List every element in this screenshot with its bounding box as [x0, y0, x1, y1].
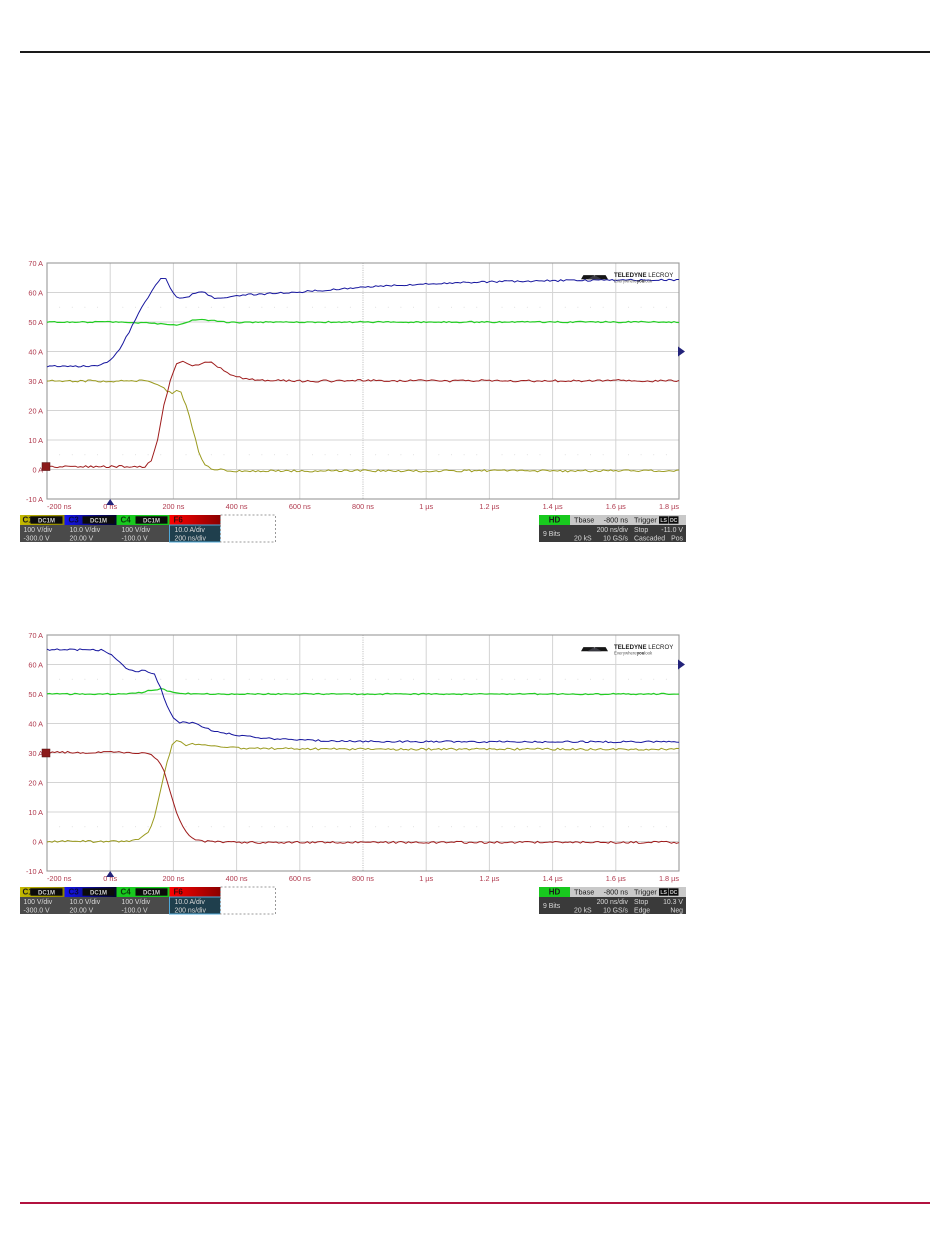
svg-text:20.00 V: 20.00 V — [70, 908, 94, 915]
svg-text:Cascaded: Cascaded — [634, 536, 665, 543]
svg-text:400 ns: 400 ns — [226, 874, 248, 883]
svg-text:20 A: 20 A — [28, 779, 43, 788]
svg-text:Everywhereyoulook: Everywhereyoulook — [614, 279, 653, 284]
svg-text:200 ns/div: 200 ns/div — [175, 908, 207, 915]
svg-text:-800 ns: -800 ns — [604, 888, 629, 897]
svg-text:400 ns: 400 ns — [226, 502, 248, 511]
svg-text:C3: C3 — [69, 516, 80, 525]
svg-text:-11.0 V: -11.0 V — [661, 527, 683, 534]
svg-text:30 A: 30 A — [28, 749, 43, 758]
svg-text:HD: HD — [549, 888, 561, 897]
svg-text:20 A: 20 A — [28, 407, 43, 416]
svg-text:10 GS/s: 10 GS/s — [603, 908, 628, 915]
svg-text:20 kS: 20 kS — [574, 536, 592, 543]
svg-text:200 ns/div: 200 ns/div — [175, 536, 207, 543]
svg-text:DC1M: DC1M — [143, 518, 160, 524]
svg-text:60 A: 60 A — [28, 289, 43, 298]
svg-text:30 A: 30 A — [28, 377, 43, 386]
svg-text:Neg: Neg — [670, 908, 683, 915]
svg-text:200 ns/div: 200 ns/div — [597, 527, 629, 534]
svg-text:200 ns: 200 ns — [162, 502, 184, 511]
svg-text:Pos: Pos — [671, 536, 683, 543]
svg-text:9 Bits: 9 Bits — [543, 903, 561, 910]
svg-text:800 ns: 800 ns — [352, 874, 374, 883]
svg-text:-100.0 V: -100.0 V — [122, 908, 148, 915]
svg-text:Tbase: Tbase — [574, 516, 594, 525]
svg-text:10.0 A/div: 10.0 A/div — [175, 527, 206, 534]
svg-text:200 ns: 200 ns — [162, 874, 184, 883]
svg-text:LS: LS — [660, 518, 667, 524]
svg-text:1.2 µs: 1.2 µs — [479, 874, 499, 883]
svg-text:Trigger: Trigger — [634, 888, 657, 897]
svg-text:50 A: 50 A — [28, 318, 43, 327]
svg-text:1.6 µs: 1.6 µs — [606, 874, 626, 883]
svg-text:600 ns: 600 ns — [289, 874, 311, 883]
svg-text:-800 ns: -800 ns — [604, 516, 629, 525]
svg-text:100 V/div: 100 V/div — [122, 527, 151, 534]
svg-text:200 ns/div: 200 ns/div — [597, 899, 629, 906]
svg-text:DC1M: DC1M — [90, 890, 107, 896]
svg-text:600 ns: 600 ns — [289, 502, 311, 511]
svg-text:-300.0 V: -300.0 V — [24, 908, 50, 915]
svg-text:100 V/div: 100 V/div — [24, 527, 53, 534]
svg-text:1.4 µs: 1.4 µs — [543, 502, 563, 511]
svg-text:Stop: Stop — [634, 527, 648, 534]
svg-text:F6: F6 — [174, 516, 184, 525]
svg-text:DC1M: DC1M — [143, 890, 160, 896]
svg-text:0 A: 0 A — [32, 838, 43, 847]
svg-text:100 V/div: 100 V/div — [24, 899, 53, 906]
svg-text:10.3 V: 10.3 V — [663, 899, 683, 906]
svg-text:20 kS: 20 kS — [574, 908, 592, 915]
svg-text:1.2 µs: 1.2 µs — [479, 502, 499, 511]
svg-text:70 A: 70 A — [28, 260, 43, 268]
svg-text:Tbase: Tbase — [574, 888, 594, 897]
svg-text:1.4 µs: 1.4 µs — [543, 874, 563, 883]
svg-text:9 Bits: 9 Bits — [543, 531, 561, 538]
svg-text:60 A: 60 A — [28, 661, 43, 670]
svg-text:10 A: 10 A — [28, 808, 43, 817]
svg-text:DC1M: DC1M — [90, 518, 107, 524]
svg-text:1 µs: 1 µs — [419, 874, 433, 883]
svg-text:-10 A: -10 A — [26, 495, 43, 504]
svg-text:-200 ns: -200 ns — [47, 502, 72, 511]
svg-text:20.00 V: 20.00 V — [70, 536, 94, 543]
svg-text:1.8 µs: 1.8 µs — [659, 502, 679, 511]
svg-text:0 A: 0 A — [32, 466, 43, 475]
svg-text:Edge: Edge — [634, 908, 650, 915]
svg-text:1 µs: 1 µs — [419, 502, 433, 511]
svg-text:40 A: 40 A — [28, 348, 43, 357]
svg-text:Stop: Stop — [634, 899, 648, 906]
svg-text:C3: C3 — [69, 888, 80, 897]
svg-text:-100.0 V: -100.0 V — [122, 536, 148, 543]
svg-text:-200 ns: -200 ns — [47, 874, 72, 883]
svg-text:10.0 A/div: 10.0 A/div — [175, 899, 206, 906]
svg-text:HD: HD — [549, 516, 561, 525]
svg-text:C4: C4 — [121, 888, 132, 897]
svg-text:DC: DC — [670, 518, 678, 524]
svg-text:F6: F6 — [174, 888, 184, 897]
svg-text:Everywhereyoulook: Everywhereyoulook — [614, 651, 653, 656]
svg-text:40 A: 40 A — [28, 720, 43, 729]
svg-text:10 GS/s: 10 GS/s — [603, 536, 628, 543]
svg-text:1.8 µs: 1.8 µs — [659, 874, 679, 883]
svg-text:DC: DC — [670, 890, 678, 896]
svg-text:-10 A: -10 A — [26, 867, 43, 876]
svg-text:C4: C4 — [121, 516, 132, 525]
svg-text:LS: LS — [660, 890, 667, 896]
svg-text:-300.0 V: -300.0 V — [24, 536, 50, 543]
svg-text:100 V/div: 100 V/div — [122, 899, 151, 906]
svg-text:10 A: 10 A — [28, 436, 43, 445]
svg-text:50 A: 50 A — [28, 690, 43, 699]
svg-text:10.0 V/div: 10.0 V/div — [70, 899, 101, 906]
svg-text:DC1M: DC1M — [38, 890, 55, 896]
svg-text:DC1M: DC1M — [38, 518, 55, 524]
svg-text:Trigger: Trigger — [634, 516, 657, 525]
svg-text:70 A: 70 A — [28, 632, 43, 640]
svg-text:1.6 µs: 1.6 µs — [606, 502, 626, 511]
svg-text:10.0 V/div: 10.0 V/div — [70, 527, 101, 534]
svg-text:800 ns: 800 ns — [352, 502, 374, 511]
